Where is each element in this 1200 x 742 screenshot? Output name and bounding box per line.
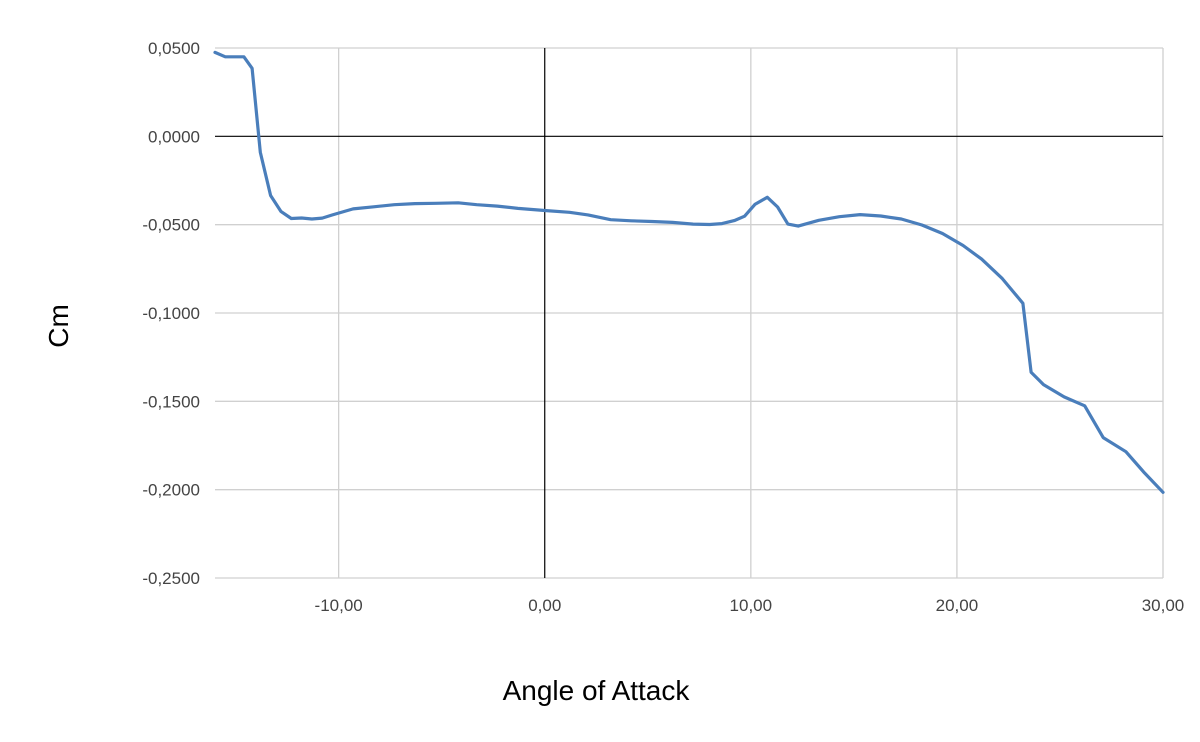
y-tick-label: 0,0500 xyxy=(148,39,200,58)
x-tick-label: 10,00 xyxy=(730,596,773,615)
x-tick-labels: -10,00 0,00 10,00 20,00 30,00 xyxy=(315,596,1185,615)
x-tick-label: 20,00 xyxy=(936,596,979,615)
y-axis-title: Cm xyxy=(43,304,74,348)
series-layer xyxy=(213,50,1165,494)
x-tick-label: -10,00 xyxy=(315,596,363,615)
x-tick-label: 0,00 xyxy=(528,596,561,615)
y-tick-label: -0,0500 xyxy=(142,216,200,235)
x-tick-label: 30,00 xyxy=(1142,596,1185,615)
y-tick-label: -0,2500 xyxy=(142,569,200,588)
y-tick-label: -0,1500 xyxy=(142,392,200,411)
y-tick-label: -0,2000 xyxy=(142,481,200,500)
gridlines xyxy=(215,47,1164,579)
x-axis-title: Angle of Attack xyxy=(503,675,691,706)
series-line xyxy=(213,50,1165,494)
y-tick-labels: 0,0500 0,0000 -0,0500 -0,1000 -0,1500 -0,2000… xyxy=(142,39,200,588)
zero-axes xyxy=(215,48,1163,578)
y-tick-label: 0,0000 xyxy=(148,127,200,146)
y-tick-label: -0,1000 xyxy=(142,304,200,323)
